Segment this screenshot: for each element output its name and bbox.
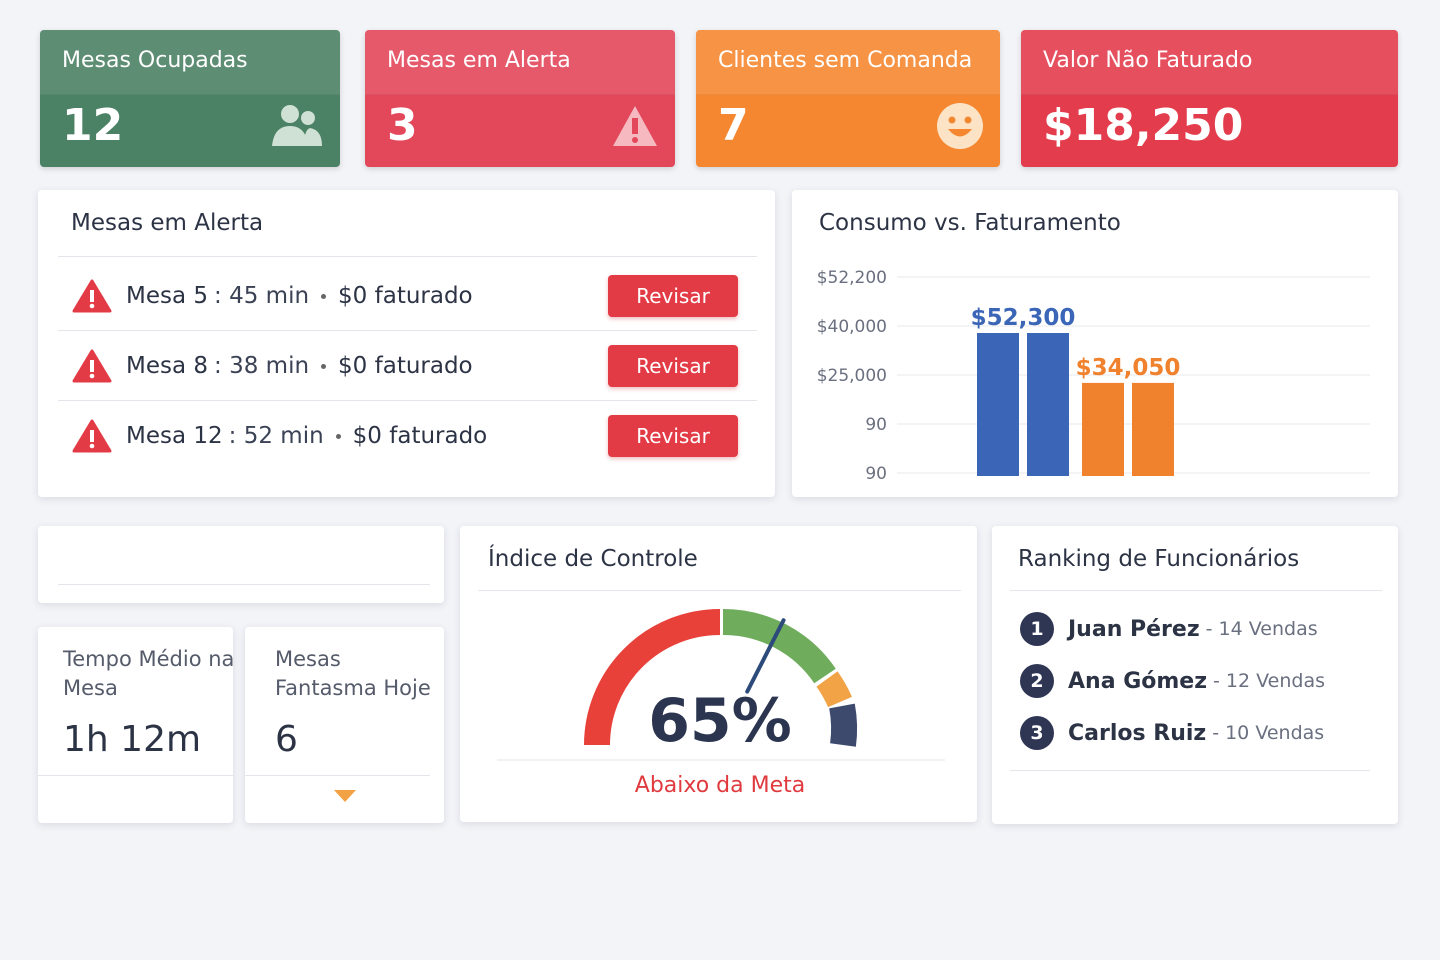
kpi-value: 7: [718, 100, 749, 151]
kpi-title: Clientes sem Comanda: [718, 48, 973, 73]
panel-title: Ranking de Funcionários: [1018, 546, 1300, 572]
separator-dot: [321, 293, 327, 299]
bar: [1132, 382, 1174, 476]
gauge-status: Abaixo da Meta: [635, 773, 805, 798]
table-name: Mesa 12: [126, 423, 223, 449]
kpi-band: [696, 30, 1000, 95]
gauge-zone: [816, 671, 852, 708]
divider: [58, 584, 430, 585]
wait-time: : 52 min: [228, 423, 324, 449]
bar-chart: $52,200 $40,000 $25,000 90 90 $52,300$34,050: [817, 268, 1370, 484]
bar: [1027, 333, 1069, 476]
stat-card: Tempo Médio na Mesa 1h 12m: [38, 627, 234, 823]
y-tick-label: 90: [865, 415, 887, 435]
divider: [58, 330, 757, 331]
separator-dot: [321, 363, 327, 369]
panel-title: Índice de Controle: [488, 546, 698, 572]
kpi-title: Mesas em Alerta: [387, 48, 571, 73]
kpi-card: Mesas em Alerta 3: [365, 30, 675, 167]
panel-title: Consumo vs. Faturamento: [819, 210, 1121, 236]
gauge-zone: [722, 608, 836, 684]
divider: [38, 775, 233, 776]
employee-sales: - 10 Vendas: [1212, 722, 1325, 744]
stat-value: 1h 12m: [63, 719, 202, 760]
review-button[interactable]: Revisar: [608, 415, 738, 457]
employee-name: Juan Pérez: [1068, 616, 1200, 642]
warning-icon: [72, 419, 112, 453]
divider: [58, 256, 757, 257]
bar: [1082, 382, 1124, 476]
y-tick-label: $25,000: [817, 366, 887, 386]
kpi-card: Clientes sem Comanda 7: [696, 30, 1000, 167]
review-button[interactable]: Revisar: [608, 345, 738, 387]
employee-sales: - 12 Vendas: [1213, 670, 1325, 692]
chart-panel: Consumo vs. Faturamento $52,200 $40,000 $2…: [792, 190, 1398, 497]
panel-title: Mesas em Alerta: [71, 210, 264, 236]
billed: $0 faturado: [338, 353, 473, 379]
kpi-value: $18,250: [1043, 100, 1244, 151]
billed: $0 faturado: [352, 423, 488, 449]
gauge-zone: [829, 703, 858, 747]
alert-row: Mesa 8: 38 min $0 faturado: [72, 332, 772, 400]
stat-value: 6: [275, 719, 298, 760]
y-tick-label: 90: [865, 464, 887, 484]
review-button[interactable]: Revisar: [608, 275, 738, 317]
divider: [1010, 770, 1370, 771]
employee-name: Carlos Ruiz: [1068, 720, 1207, 746]
y-tick-label: $40,000: [817, 317, 887, 337]
kpi-card: Mesas Ocupadas 12: [40, 30, 340, 167]
down-arrow: [334, 790, 356, 802]
gauge: 65% Abaixo da Meta: [497, 608, 945, 798]
bar-value-label: $52,300: [971, 305, 1076, 331]
kpi-band: [365, 30, 675, 95]
kpi-card: Valor Não Faturado $18,250: [1021, 30, 1398, 167]
ranking-panel: Ranking de Funcionários 1 Juan Pérez - 14 …: [992, 526, 1398, 824]
rank-badge: 1: [1020, 612, 1054, 646]
bar-value-label: $34,050: [1076, 355, 1181, 381]
kpi-value: 3: [387, 100, 418, 151]
stat-card: Mesas Fantasma Hoje 6: [245, 627, 444, 823]
kpi-title: Valor Não Faturado: [1043, 48, 1253, 73]
kpi-band: [1021, 30, 1398, 95]
divider: [245, 775, 430, 776]
employee-name: Ana Gómez: [1068, 668, 1208, 694]
divider: [1010, 590, 1382, 591]
users-icon: [272, 105, 322, 146]
rank-badge: 3: [1020, 716, 1054, 750]
warning-icon: [72, 349, 112, 383]
warning-icon: [72, 279, 112, 313]
gauge-panel: Índice de Controle 65% Abaixo da Meta: [460, 526, 977, 822]
kpi-value: 12: [62, 100, 124, 151]
separator-dot: [335, 433, 341, 439]
wait-time: : 45 min: [214, 283, 310, 309]
kpi-band: [40, 30, 340, 95]
gauge-needle: [745, 618, 786, 694]
ranking-row: 2 Ana Gómez - 12 Vendas: [1020, 661, 1325, 701]
alert-row: Mesa 12: 52 min $0 faturado: [72, 402, 772, 470]
divider: [58, 400, 757, 401]
table-name: Mesa 8: [126, 353, 209, 379]
empty-card: [38, 526, 444, 603]
y-tick-label: $52,200: [817, 268, 887, 288]
table-name: Mesa 5: [126, 283, 209, 309]
stat-label: Mesas Fantasma Hoje: [275, 647, 431, 700]
gauge-value: 65%: [648, 686, 792, 756]
ranking-row: 1 Juan Pérez - 14 Vendas: [1020, 609, 1318, 649]
alert-row: Mesa 5: 45 min $0 faturado: [72, 262, 772, 330]
smiley-icon: [937, 103, 983, 149]
ranking-row: 3 Carlos Ruiz - 10 Vendas: [1020, 713, 1324, 753]
gauge-zone: [584, 609, 721, 746]
wait-time: : 38 min: [214, 353, 310, 379]
warning-icon: [613, 106, 657, 146]
divider: [478, 590, 961, 591]
kpi-title: Mesas Ocupadas: [62, 48, 248, 73]
billed: $0 faturado: [338, 283, 473, 309]
bar: [977, 333, 1019, 476]
stat-label: Tempo Médio na Mesa: [63, 647, 235, 700]
rank-badge: 2: [1020, 664, 1054, 698]
employee-sales: - 14 Vendas: [1205, 618, 1318, 640]
alerts-panel: Mesas em Alerta Mesa 5: 45 min $0 faturad…: [38, 190, 775, 497]
